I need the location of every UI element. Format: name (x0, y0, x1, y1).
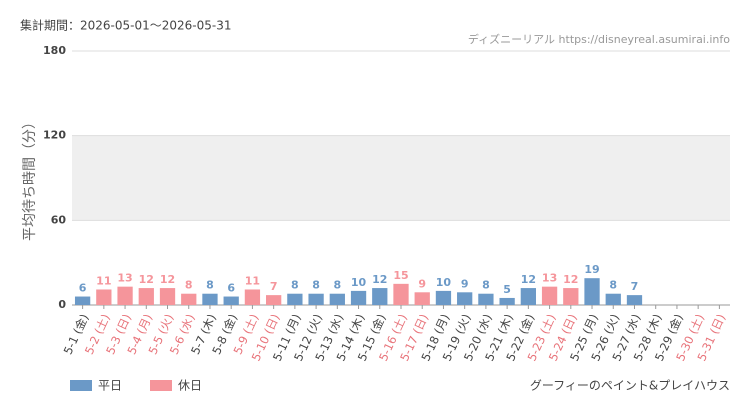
y-tick-label: 60 (51, 213, 67, 226)
value-label: 8 (291, 279, 299, 292)
bar (117, 286, 133, 305)
bar (499, 297, 515, 305)
value-label: 7 (270, 280, 278, 293)
legend-label: 平日 (98, 379, 122, 393)
y-tick-label: 0 (58, 298, 66, 311)
bar (414, 292, 430, 305)
bar (244, 289, 261, 305)
footer: グーフィーのペイント&プレイハウス (530, 379, 730, 393)
y-tick-label: 180 (43, 44, 66, 57)
value-label: 7 (631, 280, 639, 293)
bar (308, 293, 324, 305)
chart-title: 集計期間：2026-05-01〜2026-05-31 (20, 18, 231, 33)
legend-swatch (150, 380, 172, 391)
value-label: 8 (312, 279, 320, 292)
bar (457, 292, 473, 305)
bar (478, 293, 494, 305)
legend-label: 休日 (178, 379, 202, 393)
value-label: 10 (351, 276, 367, 289)
value-label: 11 (245, 274, 260, 287)
grid-band (72, 135, 730, 221)
value-label: 6 (79, 282, 87, 295)
bar (626, 295, 643, 305)
bar (435, 290, 452, 305)
bar (350, 290, 367, 305)
value-label: 8 (609, 279, 617, 292)
value-label: 12 (139, 273, 154, 286)
bar (584, 278, 600, 305)
bar (372, 288, 388, 305)
bar (74, 296, 91, 305)
value-label: 12 (563, 273, 578, 286)
value-label: 9 (461, 277, 469, 290)
bar (223, 296, 239, 305)
legend-swatch (70, 380, 92, 391)
value-label: 6 (227, 282, 235, 295)
bar (181, 293, 197, 305)
bar (159, 288, 176, 305)
value-label: 10 (436, 276, 452, 289)
y-axis-label: 平均待ち時間（分） (22, 115, 38, 241)
value-label: 19 (584, 263, 599, 276)
value-label: 8 (206, 279, 214, 292)
source: ディズニーリアル https://disneyreal.asumirai.inf… (468, 32, 730, 46)
bar (138, 288, 154, 305)
value-label: 9 (418, 277, 426, 290)
bar (96, 289, 112, 305)
bar (202, 293, 218, 305)
value-label: 13 (117, 272, 132, 285)
bar (541, 286, 558, 305)
value-label: 12 (372, 273, 387, 286)
value-label: 15 (393, 269, 408, 282)
value-label: 8 (482, 279, 490, 292)
bar (563, 288, 579, 305)
y-tick-label: 120 (43, 129, 66, 142)
value-label: 12 (521, 273, 536, 286)
bar (605, 293, 621, 305)
bar (393, 283, 409, 305)
bar (287, 293, 303, 305)
value-label: 12 (160, 273, 175, 286)
value-label: 8 (185, 279, 193, 292)
bar (329, 293, 345, 305)
value-label: 11 (96, 274, 111, 287)
bar (520, 288, 536, 305)
value-label: 8 (333, 279, 341, 292)
bar (266, 295, 282, 305)
value-label: 13 (542, 272, 557, 285)
value-label: 5 (503, 283, 511, 296)
